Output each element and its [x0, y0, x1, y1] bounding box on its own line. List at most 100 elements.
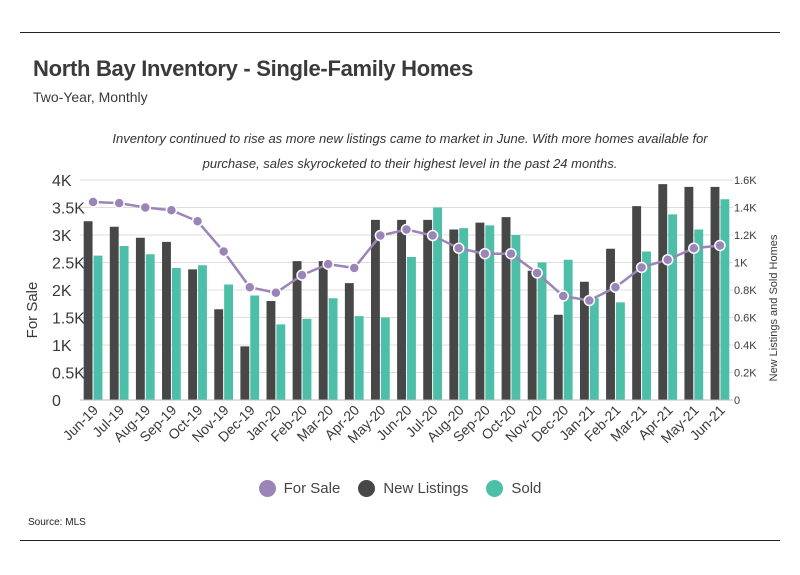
chart-subtitle: Two-Year, Monthly: [33, 89, 148, 105]
bar-new-listings: [370, 219, 380, 400]
point-for-sale: [714, 239, 726, 252]
bar-sold: [93, 255, 103, 400]
point-for-sale: [270, 287, 282, 299]
y-tick-label: 2.5K: [52, 256, 85, 273]
bar-sold: [224, 284, 234, 400]
point-for-sale: [400, 223, 413, 236]
bar-new-listings: [240, 346, 250, 400]
bar-sold: [171, 268, 181, 400]
point-for-sale: [661, 254, 674, 266]
y2-tick-label: 0.6K: [734, 313, 757, 325]
y-tick-label: 0.5K: [52, 366, 85, 383]
bar-new-listings: [475, 222, 485, 400]
bottom-rule: [20, 540, 780, 541]
bar-new-listings: [162, 241, 171, 400]
point-for-sale: [505, 247, 517, 260]
bar-sold: [276, 324, 286, 400]
bar-sold: [433, 207, 443, 400]
bar-sold: [407, 257, 416, 400]
point-for-sale: [452, 242, 465, 254]
bar-sold: [642, 251, 651, 400]
bar-new-listings: [344, 283, 354, 400]
bar-sold: [668, 214, 678, 400]
y-tick-label: 2K: [52, 283, 72, 300]
bar-sold: [511, 235, 521, 400]
bar-new-listings: [135, 237, 145, 400]
chart-title: North Bay Inventory - Single-Family Home…: [33, 56, 474, 81]
y-tick-label: 3.5K: [52, 201, 85, 218]
point-for-sale: [217, 245, 230, 258]
legend-label-for-sale: For Sale: [283, 480, 341, 497]
bar-sold: [380, 317, 390, 400]
source-note: Source: MLS: [28, 517, 86, 528]
y2-tick-label: 0.8K: [734, 285, 757, 297]
bar-new-listings: [710, 186, 720, 400]
y2-tick-label: 1.2K: [734, 230, 757, 242]
bar-new-listings: [658, 184, 668, 400]
bar-new-listings: [527, 270, 537, 400]
y-tick-label: 1.5K: [52, 311, 85, 328]
bar-new-listings: [423, 219, 433, 400]
bar-new-listings: [579, 281, 589, 400]
point-for-sale: [635, 261, 648, 274]
point-for-sale: [688, 242, 700, 254]
bar-sold: [694, 229, 704, 400]
bar-new-listings: [83, 221, 93, 400]
legend-label-new-listings: New Listings: [383, 480, 469, 497]
bar-sold: [720, 199, 730, 400]
bar-sold: [119, 246, 129, 400]
y2-tick-label: 0: [734, 395, 740, 407]
point-for-sale: [322, 258, 334, 270]
legend-swatch-new-listings: [358, 480, 376, 497]
bar-sold: [615, 302, 625, 400]
y-tick-label: 4K: [52, 173, 72, 190]
y-tick-label: 1K: [52, 338, 72, 355]
point-for-sale: [583, 294, 596, 307]
bar-new-listings: [318, 261, 328, 400]
bar-sold: [354, 316, 364, 400]
point-for-sale: [139, 201, 152, 214]
bar-sold: [563, 259, 573, 400]
top-rule: [20, 32, 780, 33]
bar-new-listings: [214, 309, 224, 400]
chart-annotation: Inventory continued to rise as more new …: [112, 131, 708, 171]
point-for-sale: [244, 281, 256, 293]
y2-tick-label: 0.2K: [734, 368, 757, 380]
legend-item-for-sale: For Sale: [258, 480, 341, 497]
chart-legend: For Sale New Listings Sold: [0, 480, 800, 497]
point-for-sale: [191, 215, 204, 227]
point-for-sale: [165, 204, 178, 216]
bar-new-listings: [266, 301, 276, 400]
bar-new-listings: [632, 206, 642, 400]
bar-new-listings: [684, 186, 694, 400]
bar-new-listings: [553, 314, 563, 400]
bar-sold: [459, 228, 469, 400]
point-for-sale: [479, 247, 491, 260]
y-tick-label: 3K: [52, 228, 72, 245]
y2-tick-label: 1K: [734, 258, 748, 270]
bar-sold: [302, 318, 312, 400]
bar-new-listings: [292, 261, 302, 400]
bar-sold: [250, 295, 260, 400]
bar-sold: [537, 262, 547, 400]
bar-sold: [198, 265, 207, 400]
point-for-sale: [87, 196, 99, 208]
y-tick-label: 0: [52, 393, 61, 410]
point-for-sale: [609, 281, 622, 293]
bar-sold: [485, 225, 495, 400]
y2-tick-label: 1.6K: [734, 175, 757, 187]
bar-new-listings: [449, 229, 459, 400]
legend-swatch-for-sale: [258, 480, 276, 497]
legend-swatch-sold: [486, 480, 504, 497]
y-axis-label: For Sale: [24, 282, 41, 339]
bar-sold: [145, 254, 155, 400]
legend-item-sold: Sold: [486, 480, 541, 497]
point-for-sale: [374, 229, 387, 242]
bar-new-listings: [606, 248, 615, 400]
bar-new-listings: [188, 269, 198, 400]
point-for-sale: [296, 269, 308, 281]
bar-sold: [589, 298, 599, 400]
point-for-sale: [348, 262, 361, 274]
point-for-sale: [426, 229, 439, 242]
